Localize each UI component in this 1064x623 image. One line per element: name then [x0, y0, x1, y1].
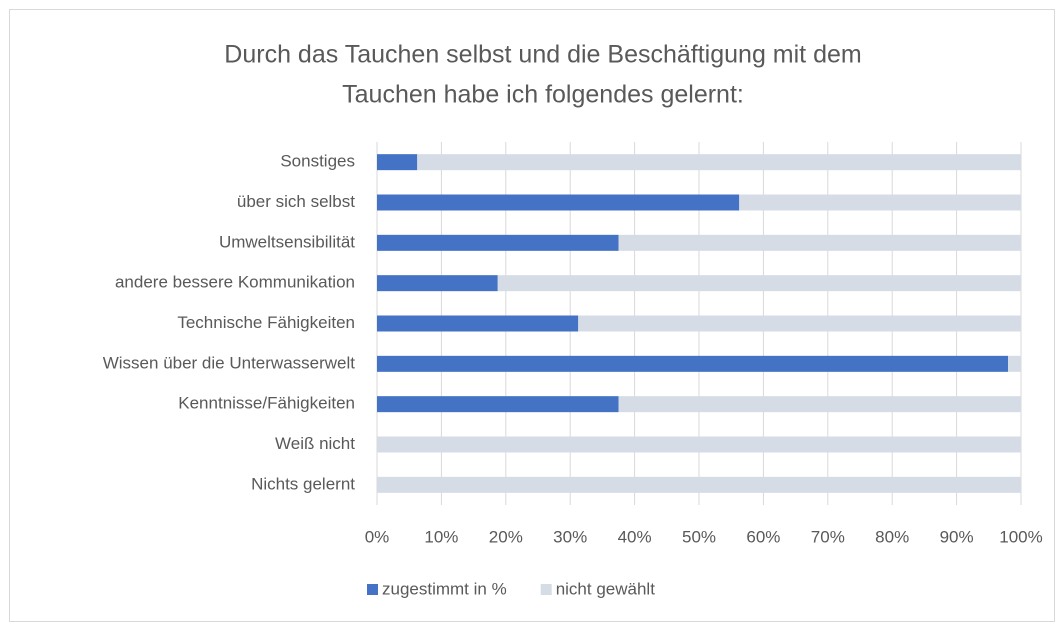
- x-tick-label: 70%: [811, 527, 845, 546]
- y-tick-label: andere bessere Kommunikation: [115, 273, 355, 292]
- bar-segment: [417, 154, 1021, 171]
- bar-segment: [618, 396, 1021, 413]
- bar-segment: [618, 234, 1021, 251]
- x-tick-label: 60%: [746, 527, 780, 546]
- legend-label: zugestimmt in %: [382, 579, 507, 598]
- bar-segment: [377, 476, 1021, 493]
- y-tick-label: Technische Fähigkeiten: [177, 313, 355, 332]
- bar-segment: [377, 234, 619, 251]
- bar-segment: [377, 154, 418, 171]
- x-tick-label: 100%: [999, 527, 1042, 546]
- bar-segment: [377, 315, 579, 332]
- bar-segment: [377, 396, 619, 413]
- legend-swatch: [367, 584, 378, 595]
- x-tick-label: 80%: [875, 527, 909, 546]
- y-tick-label: Nichts gelernt: [251, 474, 355, 493]
- x-tick-label: 50%: [682, 527, 716, 546]
- bar-segment: [377, 275, 498, 292]
- bar-segment: [739, 194, 1021, 211]
- x-tick-label: 40%: [618, 527, 652, 546]
- chart-title: Durch das Tauchen selbst und die Beschäf…: [224, 41, 861, 69]
- y-tick-label: Wissen über die Unterwasserwelt: [103, 353, 356, 372]
- x-tick-label: 10%: [424, 527, 458, 546]
- bar-segment: [377, 355, 1009, 372]
- y-tick-label: Kenntnisse/Fähigkeiten: [178, 394, 355, 413]
- x-tick-label: 20%: [489, 527, 523, 546]
- legend-swatch: [540, 584, 552, 595]
- bar-segment: [1008, 355, 1021, 372]
- y-tick-label: Umweltsensibilität: [219, 232, 355, 251]
- legend-label: nicht gewählt: [556, 579, 656, 598]
- x-tick-label: 0%: [365, 527, 390, 546]
- chart-title: Tauchen habe ich folgendes gelernt:: [342, 81, 744, 109]
- y-tick-label: Weiß nicht: [275, 434, 355, 453]
- bar-segment: [377, 436, 1021, 453]
- y-tick-label: über sich selbst: [237, 192, 355, 211]
- x-tick-label: 30%: [553, 527, 587, 546]
- bar-segment: [377, 194, 740, 211]
- y-tick-label: Sonstiges: [280, 152, 355, 171]
- x-tick-label: 90%: [940, 527, 974, 546]
- bar-segment: [578, 315, 1021, 332]
- bar-segment: [497, 275, 1021, 292]
